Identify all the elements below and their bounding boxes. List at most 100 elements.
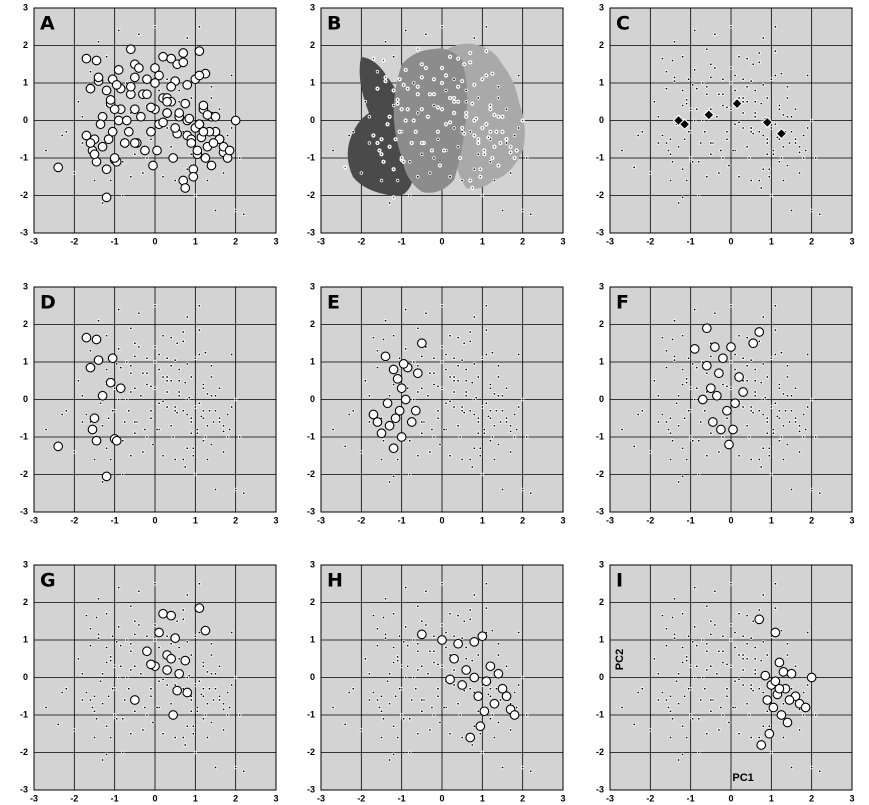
point [428,728,432,732]
point [490,713,495,717]
point [436,137,440,141]
point [442,705,446,710]
point [80,420,85,424]
point [785,115,790,119]
point [757,178,761,183]
point [472,133,477,138]
highlight-point [125,44,136,55]
point [242,491,246,495]
point [432,371,436,375]
point [761,640,765,644]
point [427,92,432,97]
highlight-point [53,441,64,452]
point [656,394,661,398]
point [213,487,218,492]
point [395,178,400,183]
x-tick-label: 1 [480,236,485,246]
x-tick-label: -1 [398,793,406,803]
point [789,208,794,213]
highlight-point [200,625,211,636]
point [405,86,410,91]
point [436,694,440,698]
point [460,178,464,183]
point [721,713,725,717]
point [420,664,424,668]
point [395,658,400,663]
x-tick-label: 1 [769,515,774,525]
point [347,690,351,695]
point [72,450,77,454]
point [391,474,396,479]
point [717,92,721,96]
panel-label: B [327,13,341,35]
y-tick-label: 2 [310,319,315,329]
point [680,88,685,93]
point [383,632,388,637]
point [377,148,382,153]
point [387,201,392,205]
y-tick-label: -3 [307,784,315,794]
point [690,160,695,164]
point [727,163,731,168]
highlight-point [150,63,160,73]
x-tick-label: -2 [357,515,365,525]
point [737,732,741,736]
point [185,446,189,450]
point [201,664,206,668]
point [161,334,165,338]
point [121,439,125,443]
point [379,457,384,462]
point [648,171,653,175]
point [391,612,396,616]
highlight-point [105,377,116,388]
point [801,412,806,417]
point [161,677,165,682]
highlight-point [146,659,156,670]
point [458,713,462,717]
highlight-point [168,153,178,163]
point [448,612,452,616]
point [391,382,396,387]
point [201,409,206,413]
point [781,735,786,740]
point [761,412,765,417]
point [747,713,751,717]
point [486,135,491,140]
point [464,379,468,383]
point [331,148,335,153]
highlight-point [158,608,168,619]
panel-label: G [40,570,56,592]
highlight-point [129,695,140,705]
x-tick-label: 0 [439,515,444,525]
highlight-point [194,119,205,130]
point [486,414,491,419]
highlight-point [388,443,399,454]
point [412,81,416,85]
point [367,672,372,676]
highlight-point [396,383,407,394]
highlight-point [782,717,793,728]
point [484,582,489,586]
point [472,82,477,87]
point [189,96,193,100]
point [476,431,480,435]
point [456,379,460,383]
point [773,352,778,357]
point [520,208,525,213]
x-tick-label: 0 [439,236,444,246]
highlight-point [178,48,189,58]
point [476,420,480,424]
point [189,420,193,424]
point [508,429,513,434]
panel-label: F [616,292,629,314]
point [656,672,661,676]
point [133,619,137,623]
y-tick-label: -1 [307,152,315,162]
point [496,364,501,368]
point [745,85,749,89]
highlight-point [469,672,480,683]
point [680,367,685,372]
point [189,375,193,379]
point [682,694,687,698]
highlight-point [376,428,387,439]
